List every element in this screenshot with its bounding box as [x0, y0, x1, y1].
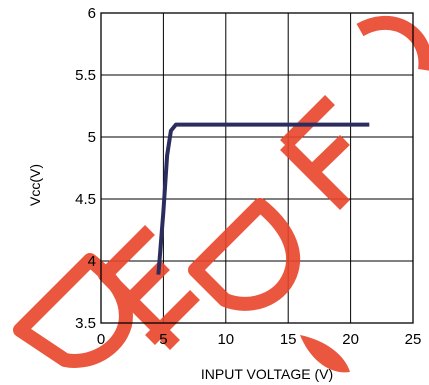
- x-tick-label: 10: [217, 331, 234, 348]
- series-layer: [156, 122, 370, 275]
- x-tick-label: 15: [280, 331, 297, 348]
- y-tick-label: 4.5: [75, 191, 96, 208]
- y-tick-label: 3.5: [75, 315, 96, 332]
- watermark-blob: [300, 335, 350, 373]
- watermark: [13, 15, 429, 373]
- x-tick-label: 5: [159, 331, 167, 348]
- y-tick-label: 5: [88, 129, 96, 146]
- plot-frame: [100, 12, 414, 324]
- y-tick-label: 5.5: [75, 67, 96, 84]
- y-tick-label: 4: [88, 253, 96, 270]
- y-axis-title: Vcc(V): [27, 164, 43, 206]
- series-line: [156, 122, 370, 275]
- x-axis-ticks: 0 5 10 15 20 25: [97, 331, 422, 348]
- watermark-letter-f: [280, 95, 350, 210]
- watermark-letter-o: [356, 15, 429, 71]
- x-tick-label: 0: [97, 331, 105, 348]
- x-axis-title: INPUT VOLTAGE (V): [201, 366, 333, 382]
- x-tick-label: 20: [342, 331, 359, 348]
- y-axis-ticks: 3.5 4 4.5 5 5.5 6: [75, 5, 96, 332]
- x-tick-label: 25: [405, 331, 422, 348]
- watermark-letter-d2: [188, 198, 301, 311]
- y-tick-label: 6: [88, 5, 96, 22]
